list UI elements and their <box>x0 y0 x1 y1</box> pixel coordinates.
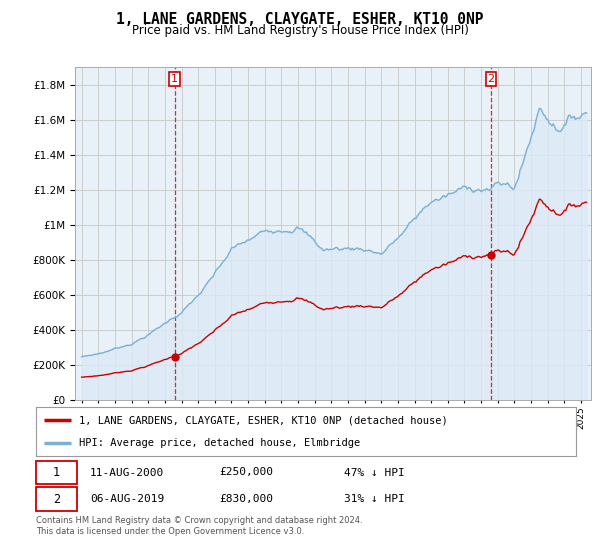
Text: 11-AUG-2000: 11-AUG-2000 <box>90 468 164 478</box>
Text: 1: 1 <box>171 74 178 84</box>
Text: £250,000: £250,000 <box>220 468 274 478</box>
FancyBboxPatch shape <box>36 461 77 484</box>
Text: 2: 2 <box>487 74 494 84</box>
FancyBboxPatch shape <box>36 487 77 511</box>
Text: £830,000: £830,000 <box>220 494 274 504</box>
Text: 2: 2 <box>53 493 60 506</box>
Text: 06-AUG-2019: 06-AUG-2019 <box>90 494 164 504</box>
Text: 31% ↓ HPI: 31% ↓ HPI <box>344 494 404 504</box>
Text: 47% ↓ HPI: 47% ↓ HPI <box>344 468 404 478</box>
Text: 1, LANE GARDENS, CLAYGATE, ESHER, KT10 0NP: 1, LANE GARDENS, CLAYGATE, ESHER, KT10 0… <box>116 12 484 27</box>
Text: 1, LANE GARDENS, CLAYGATE, ESHER, KT10 0NP (detached house): 1, LANE GARDENS, CLAYGATE, ESHER, KT10 0… <box>79 416 448 426</box>
Text: 1: 1 <box>53 466 60 479</box>
Text: Contains HM Land Registry data © Crown copyright and database right 2024.
This d: Contains HM Land Registry data © Crown c… <box>36 516 362 536</box>
Text: Price paid vs. HM Land Registry's House Price Index (HPI): Price paid vs. HM Land Registry's House … <box>131 24 469 37</box>
Text: HPI: Average price, detached house, Elmbridge: HPI: Average price, detached house, Elmb… <box>79 438 361 448</box>
